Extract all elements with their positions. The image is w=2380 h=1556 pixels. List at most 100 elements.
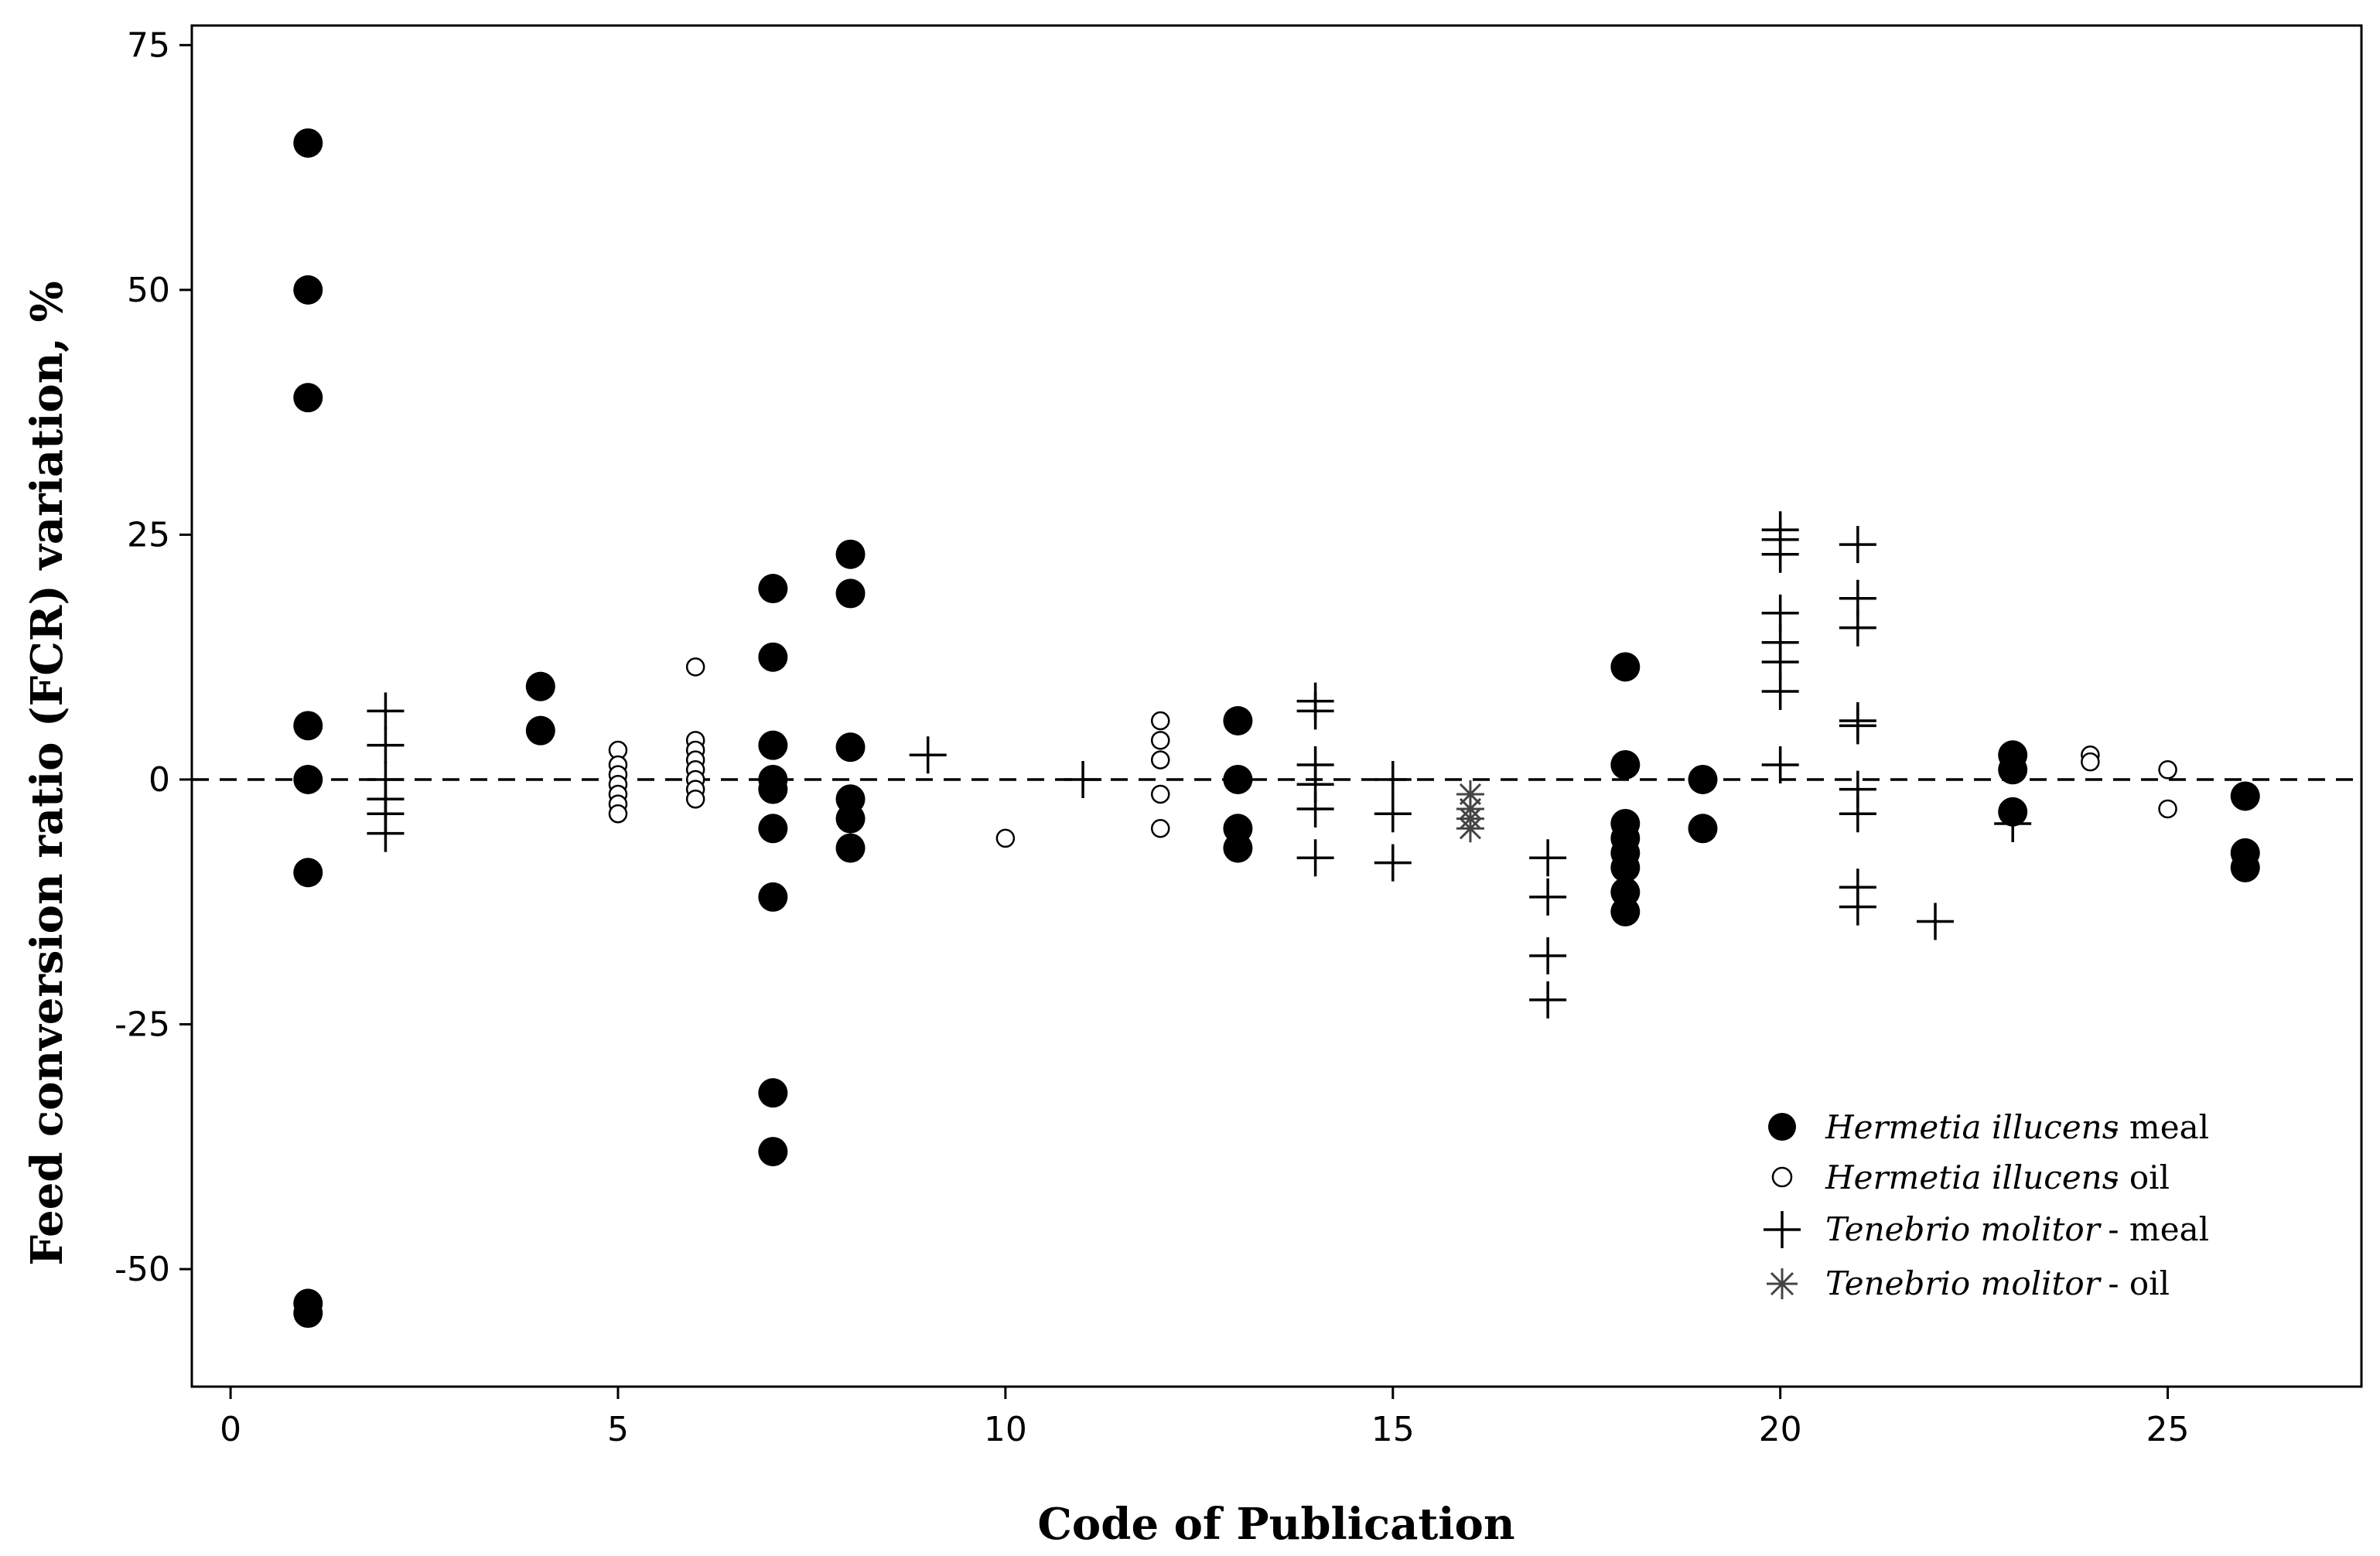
x-tick-label: 0: [220, 1410, 241, 1449]
point-hermetia-oil: [2081, 752, 2100, 772]
point-hermetia-meal: [758, 774, 788, 804]
point-hermetia-meal: [1223, 764, 1253, 794]
point-hermetia-meal: [758, 814, 788, 844]
point-tenebrio-meal: [367, 814, 405, 852]
legend-species-label: Hermetia illucens: [1825, 1108, 2119, 1146]
point-hermetia-meal: [1223, 705, 1253, 735]
x-tick-label: 25: [2146, 1410, 2190, 1449]
point-hermetia-meal: [293, 858, 323, 888]
point-hermetia-meal: [758, 730, 788, 760]
point-tenebrio-meal: [1761, 673, 1799, 711]
point-hermetia-meal: [1610, 852, 1641, 882]
point-hermetia-meal: [1688, 764, 1718, 794]
point-hermetia-meal: [293, 275, 323, 305]
point-tenebrio-meal: [1839, 609, 1876, 647]
point-tenebrio-meal: [1761, 535, 1799, 573]
y-tick-label: -50: [114, 1250, 170, 1289]
legend-item-tenebrio-meal: Tenebrio molitor - meal: [1764, 1210, 2209, 1248]
point-hermetia-meal: [758, 574, 788, 604]
point-hermetia-meal: [1610, 749, 1641, 780]
y-tick-label: 25: [127, 515, 170, 554]
y-tick-label: 75: [127, 26, 170, 65]
legend-type-label: - meal: [2098, 1108, 2209, 1146]
point-tenebrio-meal: [1529, 839, 1567, 877]
legend-type-label: - oil: [2098, 1264, 2170, 1302]
point-hermetia-meal: [293, 711, 323, 741]
y-tick-label: -25: [114, 1005, 170, 1045]
y-tick-label: 0: [149, 760, 170, 800]
point-tenebrio-meal: [367, 692, 405, 730]
legend-species-label: Tenebrio molitor: [1825, 1264, 2102, 1302]
point-hermetia-meal: [1610, 896, 1641, 926]
point-hermetia-oil: [2158, 760, 2177, 780]
point-tenebrio-meal: [1529, 878, 1567, 916]
point-hermetia-oil: [1150, 819, 1170, 838]
x-tick-label: 15: [1371, 1410, 1415, 1449]
point-tenebrio-meal: [1839, 526, 1876, 564]
legend-open-circle-marker: [1771, 1166, 1793, 1188]
point-tenebrio-meal: [1296, 692, 1334, 730]
point-hermetia-oil: [1150, 711, 1170, 731]
legend-item-hermetia-meal: Hermetia illucens - meal: [1768, 1108, 2209, 1146]
legend-species-label: Tenebrio molitor: [1825, 1210, 2102, 1248]
point-tenebrio-meal: [1296, 790, 1334, 827]
point-hermetia-meal: [1610, 652, 1641, 682]
point-hermetia-oil: [2158, 799, 2177, 819]
point-hermetia-meal: [293, 764, 323, 794]
point-hermetia-meal: [2230, 852, 2260, 882]
point-hermetia-meal: [293, 383, 323, 413]
point-hermetia-meal: [835, 539, 866, 569]
point-hermetia-meal: [835, 732, 866, 763]
point-hermetia-meal: [835, 833, 866, 863]
point-hermetia-meal: [2230, 781, 2260, 811]
point-hermetia-meal: [758, 1078, 788, 1108]
point-hermetia-oil: [685, 790, 705, 809]
point-tenebrio-meal: [1296, 839, 1334, 877]
point-hermetia-meal: [758, 882, 788, 912]
point-tenebrio-meal: [909, 736, 947, 774]
point-tenebrio-oil: [1456, 814, 1484, 843]
point-tenebrio-meal: [1761, 746, 1799, 783]
plot-frame: [190, 24, 2363, 1388]
point-tenebrio-meal: [1994, 804, 2032, 842]
point-hermetia-meal: [525, 671, 555, 701]
point-hermetia-meal: [1998, 755, 2028, 785]
legend-asterisk-marker: [1767, 1268, 1798, 1299]
point-hermetia-meal: [1223, 833, 1253, 863]
point-hermetia-meal: [293, 128, 323, 158]
point-hermetia-meal: [758, 1137, 788, 1167]
point-tenebrio-meal: [1374, 844, 1412, 882]
point-tenebrio-meal: [1374, 760, 1412, 798]
point-tenebrio-meal: [1917, 903, 1955, 940]
point-hermetia-oil: [685, 657, 705, 677]
legend-type-label: - oil: [2098, 1158, 2170, 1196]
point-tenebrio-meal: [1064, 760, 1102, 798]
point-tenebrio-meal: [1529, 937, 1567, 974]
legend: Hermetia illucens - meal Hermetia illuce…: [1764, 1108, 2209, 1302]
point-hermetia-oil: [1150, 731, 1170, 750]
axis-ticks: 0 5 10 15 20 25 75 50 25 0 -25 -50: [114, 26, 2189, 1449]
point-hermetia-meal: [835, 578, 866, 609]
legend-filled-circle-marker: [1768, 1113, 1796, 1141]
point-hermetia-oil: [1150, 784, 1170, 804]
x-tick-label: 5: [607, 1410, 629, 1449]
point-tenebrio-meal: [1839, 888, 1876, 926]
point-hermetia-meal: [835, 804, 866, 834]
x-tick-label: 20: [1759, 1410, 1802, 1449]
y-tick-label: 50: [127, 271, 170, 310]
point-hermetia-oil: [608, 804, 628, 824]
legend-species-label: Hermetia illucens: [1825, 1158, 2119, 1196]
point-hermetia-meal: [758, 642, 788, 672]
point-hermetia-oil: [1150, 750, 1170, 769]
legend-item-hermetia-oil: Hermetia illucens - oil: [1771, 1158, 2170, 1196]
point-tenebrio-meal: [1839, 707, 1876, 745]
point-hermetia-meal: [525, 715, 555, 746]
data-points: [293, 128, 2260, 1329]
x-axis-title: Code of Publication: [1037, 1499, 1514, 1550]
legend-plus-marker: [1764, 1211, 1801, 1248]
point-tenebrio-oil: [1456, 780, 1484, 808]
x-tick-label: 10: [984, 1410, 1027, 1449]
point-hermetia-meal: [293, 1298, 323, 1329]
legend-type-label: - meal: [2098, 1210, 2209, 1248]
